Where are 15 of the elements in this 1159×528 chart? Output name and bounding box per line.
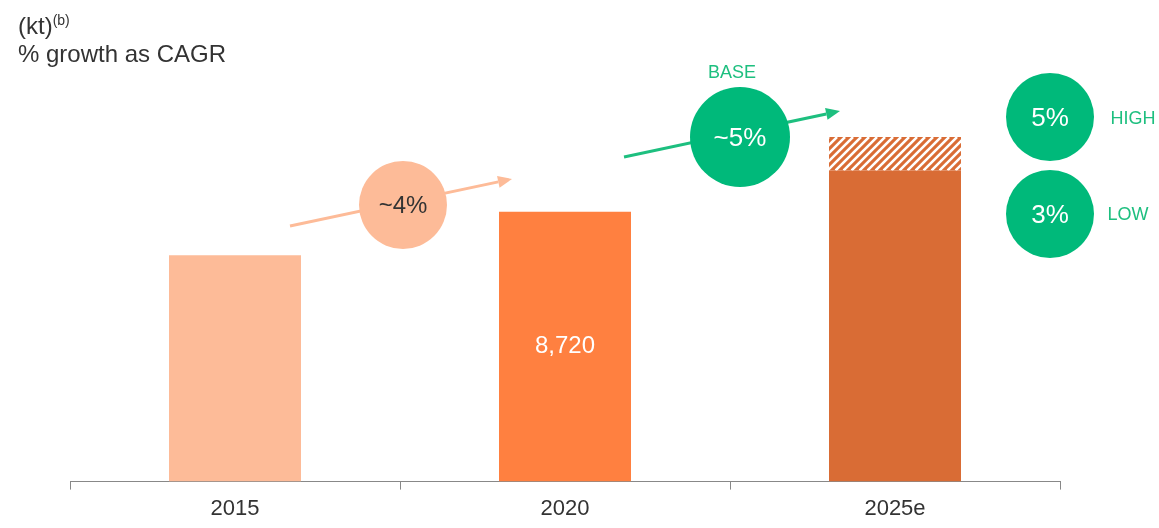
data-label: 8,720 — [534, 331, 596, 359]
bar — [499, 211, 631, 482]
text: BASE — [707, 61, 757, 83]
text: 5% — [1031, 101, 1069, 133]
chart-title: (kt)$^{(b)}$ — [18, 11, 71, 40]
text: HIGH — [1110, 107, 1156, 129]
annotation: 3% — [1031, 198, 1069, 230]
chart-subtitle: % growth as CAGR — [18, 40, 227, 68]
annotation: ~5% — [713, 121, 767, 153]
bar — [169, 255, 301, 482]
x-tick-label: 2025e — [864, 494, 926, 520]
x-tick-label: 2015 — [210, 494, 260, 520]
text: LOW — [1107, 203, 1149, 225]
x-tick-label: 2020 — [540, 494, 590, 520]
annotation: ~4% — [378, 191, 428, 219]
